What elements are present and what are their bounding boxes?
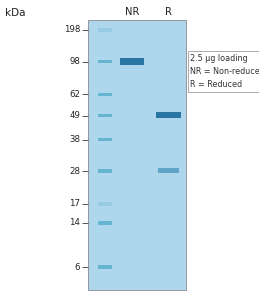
- Text: kDa: kDa: [5, 8, 26, 17]
- Bar: [98, 92, 112, 96]
- Text: 14: 14: [69, 218, 80, 227]
- Text: 6: 6: [75, 262, 80, 272]
- Text: 38: 38: [69, 135, 80, 144]
- Text: NR: NR: [125, 7, 139, 17]
- Text: 17: 17: [69, 200, 80, 208]
- Text: 2.5 μg loading
NR = Non-reduced
R = Reduced: 2.5 μg loading NR = Non-reduced R = Redu…: [190, 54, 259, 89]
- Text: 49: 49: [69, 111, 80, 120]
- Bar: [98, 220, 112, 224]
- FancyBboxPatch shape: [88, 20, 186, 290]
- Bar: [156, 112, 181, 118]
- Bar: [158, 168, 179, 173]
- Bar: [98, 28, 112, 32]
- Text: 198: 198: [64, 26, 80, 34]
- Bar: [98, 113, 112, 117]
- Text: 62: 62: [69, 90, 80, 99]
- Bar: [98, 59, 112, 63]
- Bar: [98, 265, 112, 269]
- Text: R: R: [165, 7, 172, 17]
- Bar: [98, 202, 112, 206]
- Text: 98: 98: [69, 57, 80, 66]
- Bar: [98, 169, 112, 173]
- Text: 28: 28: [69, 167, 80, 176]
- Bar: [98, 137, 112, 141]
- Bar: [120, 58, 145, 64]
